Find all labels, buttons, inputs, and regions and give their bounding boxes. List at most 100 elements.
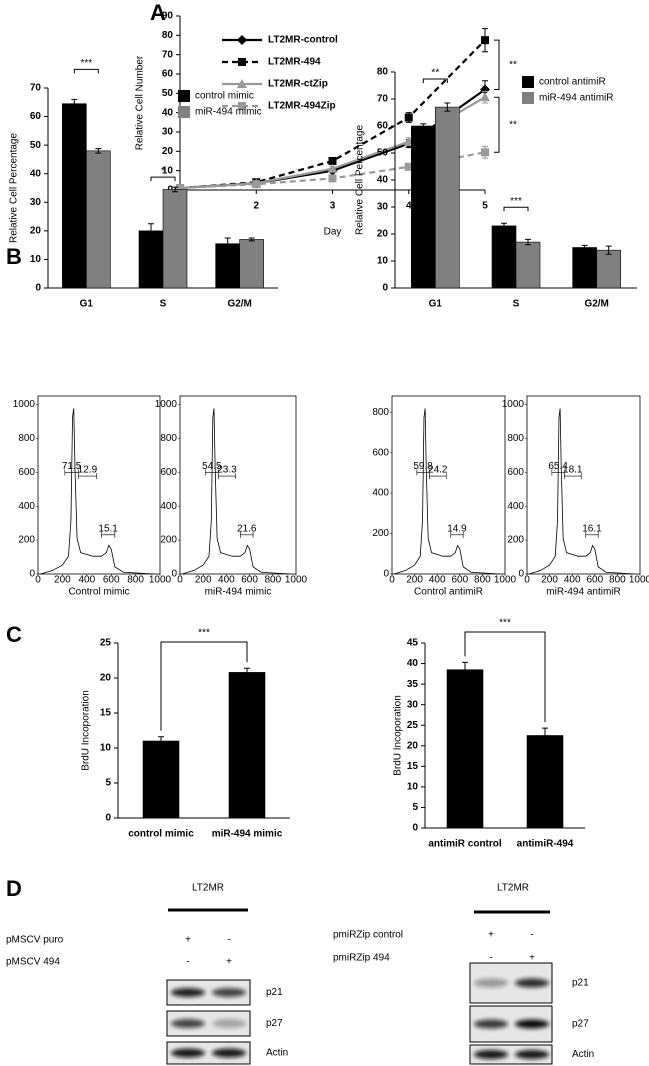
y-tick-label: 50	[162, 88, 174, 99]
x-tick-label: 200	[195, 575, 212, 586]
significance-label: ***	[510, 196, 522, 207]
y-tick-label: 0	[382, 283, 388, 294]
blot-band	[515, 978, 549, 988]
plot-frame	[37, 395, 161, 575]
plot-frame	[391, 395, 506, 575]
y-tick-label: 15	[100, 708, 112, 719]
condition-sign: +	[529, 953, 535, 964]
blot-band	[515, 1019, 549, 1029]
blot-title: LT2MR	[192, 883, 224, 894]
y-tick-label: 30	[407, 699, 419, 710]
y-tick-label: 600	[372, 447, 389, 458]
histogram-curve	[40, 408, 154, 575]
error-bar	[248, 237, 255, 242]
bar	[138, 230, 164, 289]
plot-caption: Control mimic	[68, 587, 129, 598]
y-axis-label: BrdU Incoporation	[81, 690, 92, 771]
y-tick-label: 70	[162, 49, 174, 60]
y-tick-label: 400	[372, 488, 389, 499]
blot-band	[171, 988, 205, 997]
legend-label: LT2MR-494Zip	[268, 101, 336, 112]
condition-sign: -	[489, 953, 492, 964]
gate-label: 14.9	[447, 523, 467, 534]
y-tick-label: 30	[30, 197, 42, 208]
y-tick-label: 10	[377, 256, 389, 267]
y-tick-label: 40	[30, 168, 42, 179]
x-tick-label: G2/M	[227, 299, 251, 310]
band-label: p21	[266, 987, 283, 998]
y-tick-label: 60	[377, 121, 389, 132]
x-tick-label: miR-494 mimic	[212, 829, 283, 840]
y-tick-label: 40	[377, 175, 389, 186]
y-tick-label: 200	[507, 535, 524, 546]
x-tick-label: 0	[524, 575, 530, 586]
blot-band	[171, 1048, 205, 1058]
blot-box	[469, 1044, 553, 1065]
x-tick-label: antimiR control	[428, 839, 502, 850]
bar	[142, 740, 180, 819]
error-bar	[224, 237, 231, 250]
marker	[176, 184, 184, 193]
x-tick-label: 600	[586, 575, 603, 586]
y-tick-label: 800	[507, 433, 524, 444]
error-bar	[95, 148, 102, 154]
error-bar	[148, 223, 154, 239]
panel-label: D	[6, 876, 22, 901]
condition-label: pmiRZip 494	[333, 953, 390, 964]
y-tick-label: 60	[30, 111, 42, 122]
histogram-curve	[394, 408, 500, 575]
y-tick-label: 600	[160, 467, 177, 478]
x-tick-label: 0	[177, 575, 183, 586]
condition-label: pMSCV 494	[6, 957, 60, 968]
plot-frame	[526, 395, 641, 575]
legend-swatch	[178, 90, 190, 102]
gate	[428, 473, 447, 480]
x-tick-label: 1000	[494, 575, 517, 586]
significance-bracket	[494, 96, 500, 153]
x-tick-label: 800	[609, 575, 626, 586]
significance-label: **	[431, 68, 439, 79]
gate	[217, 473, 236, 480]
marker	[238, 58, 246, 66]
marker	[480, 84, 490, 95]
x-tick-label: 5	[482, 201, 488, 212]
band-label: Actin	[266, 1048, 288, 1059]
x-tick-label: S	[513, 299, 520, 310]
y-tick-label: 800	[160, 433, 177, 444]
panel-label: B	[6, 244, 22, 269]
bar	[572, 247, 597, 289]
legend-swatch	[522, 92, 534, 104]
legend-label: control mimic	[195, 91, 254, 102]
x-tick-label: 4	[406, 201, 412, 212]
plot-caption: Control antimiR	[414, 587, 483, 598]
y-tick-label: 10	[407, 782, 419, 793]
bar	[411, 125, 436, 289]
y-tick-label: 1000	[13, 399, 36, 410]
gate-label: 65.4	[548, 461, 568, 472]
x-tick-label: 200	[54, 575, 71, 586]
legend-label: control antimiR	[539, 77, 606, 88]
marker	[238, 102, 246, 110]
bar	[446, 669, 484, 829]
legend-label: LT2MR-control	[268, 35, 338, 46]
marker	[481, 148, 489, 157]
blot-band	[515, 1050, 549, 1059]
plot-caption: miR-494 antimiR	[546, 587, 620, 598]
band-label: p27	[266, 1018, 283, 1029]
y-tick-label: 1000	[155, 399, 178, 410]
y-axis-label: Relative Cell Number	[135, 55, 146, 150]
bar	[86, 150, 111, 289]
gate-label: 12.9	[78, 465, 98, 476]
marker	[328, 157, 337, 165]
x-tick-label: 0	[35, 575, 41, 586]
y-tick-label: 0	[35, 283, 41, 294]
error-bar	[581, 244, 588, 251]
significance-bracket	[150, 176, 176, 182]
error-bar	[420, 123, 427, 129]
error-bar	[462, 661, 468, 678]
gate-label: 18.1	[563, 465, 583, 476]
legend-label: LT2MR-494	[268, 57, 321, 68]
band-label: p27	[572, 1019, 589, 1030]
bar	[228, 672, 266, 819]
y-tick-label: 600	[18, 467, 35, 478]
